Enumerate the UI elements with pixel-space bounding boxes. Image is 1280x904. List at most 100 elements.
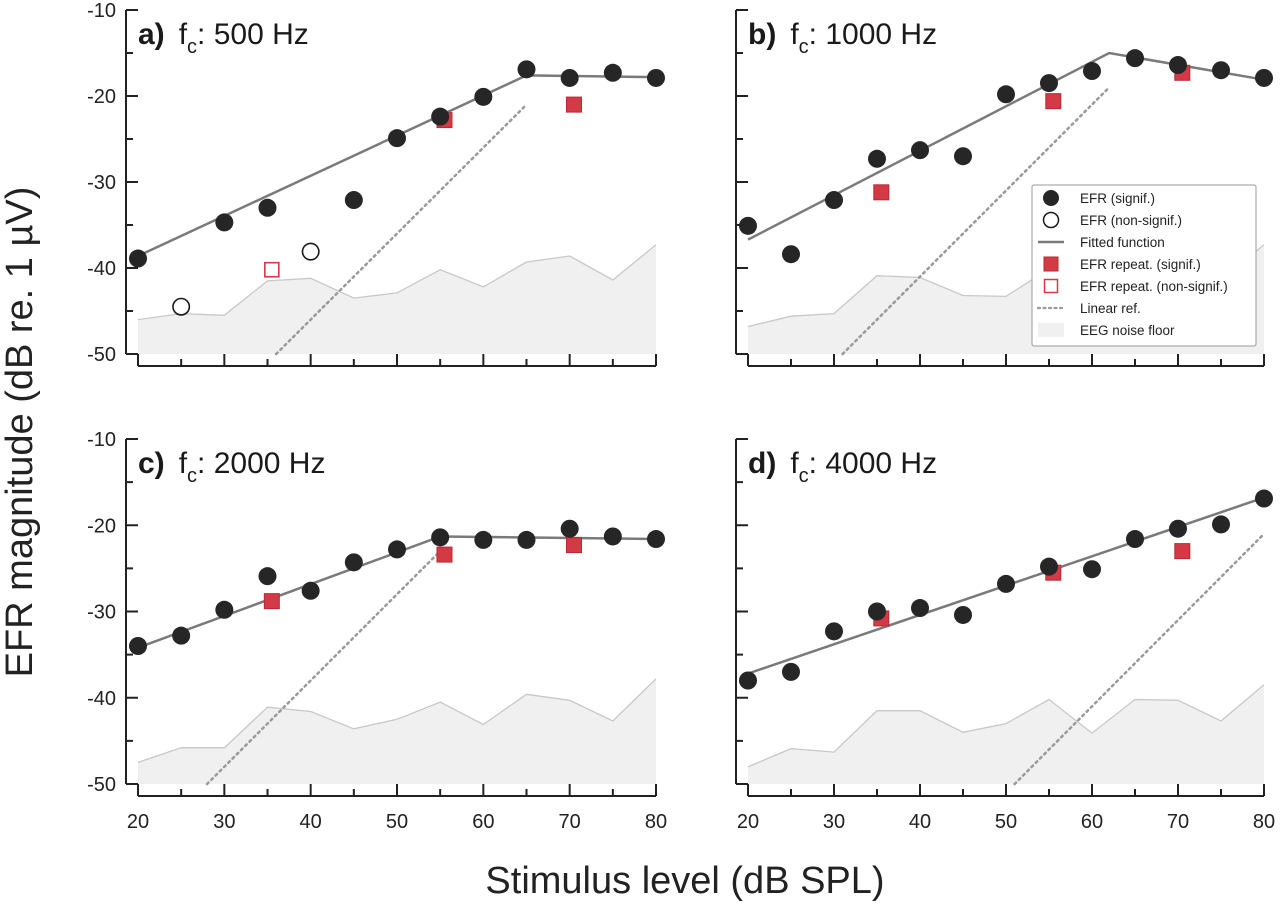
efr-signif-marker (1255, 68, 1273, 87)
fc-subscript: c (799, 465, 809, 487)
fc-symbol: f (179, 447, 188, 480)
x-tick-label: 40 (300, 811, 322, 833)
efr-signif-marker (1169, 519, 1187, 538)
legend-label: EFR repeat. (signif.) (1080, 257, 1201, 272)
efr-repeat-signif-marker (436, 546, 453, 563)
efr-signif-marker (647, 530, 665, 549)
y-tick-label: -40 (87, 258, 116, 280)
efr-signif-marker (954, 147, 972, 166)
x-tick-label: 80 (645, 811, 667, 833)
noise-floor-line (137, 678, 657, 764)
panel-letter: d) (748, 447, 776, 480)
fc-subscript: c (187, 36, 197, 58)
y-tick-label: -30 (87, 172, 116, 194)
x-tick-label: 30 (213, 811, 235, 833)
efr-signif-marker (868, 602, 886, 621)
x-axis-title: Stimulus level (dB SPL) (485, 860, 884, 902)
fc-colon: : (809, 18, 826, 51)
efr-signif-marker (782, 662, 800, 681)
efr-signif-marker (1126, 530, 1144, 549)
efr-signif-marker (1212, 61, 1230, 80)
fc-symbol: f (790, 18, 799, 51)
panels: -10-20-30-40-50a) fc: 500 Hz b) fc: 1000 Hz… (87, 0, 1275, 833)
fc-value: 1000 Hz (825, 18, 937, 51)
panel-letter: b) (748, 18, 776, 51)
efr-repeat-signif-marker (1045, 93, 1062, 110)
panel-title: b) fc: 1000 Hz (748, 18, 937, 58)
efr-signif-marker (1040, 557, 1058, 576)
x-tick-label: 50 (995, 811, 1017, 833)
y-tick-label: -20 (87, 515, 116, 537)
fc-subscript: c (799, 36, 809, 58)
efr-signif-marker (1169, 56, 1187, 75)
noise-floor-area (138, 244, 656, 354)
panel-c: -10 -20 -30 -40 -50 20 30 40 50 60 70 80 c) fc: 2000 … (87, 429, 667, 833)
efr-signif-marker (1040, 74, 1058, 93)
efr-repeat-signif-marker (873, 184, 890, 201)
efr-repeat-signif-marker (1174, 543, 1191, 560)
x-tick-label: 20 (737, 811, 759, 833)
efr-signif-marker (782, 245, 800, 264)
legend-item-efr_sig: EFR (signif.) (1043, 190, 1155, 206)
x-tick-label: 30 (823, 811, 845, 833)
fc-value: 2000 Hz (214, 447, 326, 480)
legend-label: EFR repeat. (non-signif.) (1080, 279, 1228, 294)
efr-signif-marker (517, 530, 536, 549)
panel-title: c) fc: 2000 Hz (138, 447, 325, 487)
efr-signif-marker (1126, 49, 1144, 68)
panel-d: 20 30 40 50 60 70 80 d) fc: 4000 Hz (735, 438, 1275, 833)
fc-symbol: f (790, 447, 799, 480)
x-tick-label: 60 (1081, 811, 1103, 833)
efr-signif-marker (739, 216, 757, 235)
efr-repeat-signif-marker (263, 593, 280, 610)
y-axis-title: EFR magnitude (dB re. 1 µV) (0, 187, 41, 678)
legend: EFR (signif.) EFR (non-signif.) Fitted fun… (1031, 184, 1257, 347)
legend-label: EFR (non-signif.) (1080, 213, 1182, 228)
noise-floor-line (137, 244, 657, 321)
legend-repeat-signif-icon (1043, 256, 1059, 272)
legend-label: Linear ref. (1080, 301, 1141, 316)
efr-signif-marker (474, 87, 493, 106)
panel-letter: c) (138, 447, 165, 480)
efr-signif-marker (172, 626, 191, 645)
efr-signif-marker (954, 605, 972, 624)
legend-item-noise: EEG noise floor (1038, 323, 1175, 338)
efr-repeat-nonsignif-marker (264, 261, 280, 278)
efr-repeat-signif-marker (565, 537, 582, 554)
fc-symbol: f (179, 18, 188, 51)
noise-floor-area (138, 678, 656, 784)
linear-ref-line (205, 549, 442, 786)
efr-nonsignif-marker (301, 242, 320, 261)
legend-noise-floor-icon (1038, 323, 1064, 337)
x-tick-label: 80 (1253, 811, 1275, 833)
efr-signif-marker (388, 129, 406, 148)
legend-label: Fitted function (1080, 235, 1165, 250)
y-tick-label: -30 (87, 602, 116, 624)
y-tick-label: -40 (87, 688, 116, 710)
legend-item-rep_sig: EFR repeat. (signif.) (1043, 256, 1201, 272)
fc-subscript: c (187, 465, 197, 487)
linear-ref-line (841, 86, 1111, 356)
efr-signif-marker (215, 213, 234, 232)
efr-signif-marker (258, 567, 277, 586)
legend-item-rep_nonsig: EFR repeat. (non-signif.) (1043, 278, 1228, 294)
linear-ref-line (1013, 532, 1266, 786)
x-tick-label: 70 (559, 811, 581, 833)
efr-signif-marker (1212, 515, 1230, 534)
y-tick-label: -10 (87, 0, 116, 22)
y-tick-label: -10 (87, 429, 116, 451)
y-tick-label: -50 (87, 774, 116, 796)
panel-title: d) fc: 4000 Hz (748, 447, 937, 487)
efr-signif-marker (1255, 489, 1273, 508)
legend-item-linear: Linear ref. (1036, 301, 1141, 316)
fc-colon: : (197, 18, 214, 51)
efr-signif-marker (517, 60, 536, 79)
efr-nonsignif-marker (172, 297, 191, 316)
fc-colon: : (197, 447, 214, 480)
efr-signif-marker (911, 141, 929, 160)
x-tick-label: 40 (909, 811, 931, 833)
x-tick-label: 60 (472, 811, 494, 833)
legend-box (1031, 184, 1257, 347)
efr-signif-marker (431, 107, 450, 126)
